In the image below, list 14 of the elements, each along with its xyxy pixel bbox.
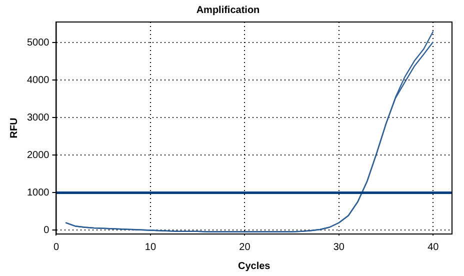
x-axis-title: Cycles — [238, 260, 271, 272]
x-tick-label: 10 — [144, 242, 156, 253]
x-tick-label: 40 — [428, 242, 440, 253]
y-tick-label: 5000 — [26, 37, 50, 48]
y-tick-label: 4000 — [26, 74, 50, 86]
y-axis-title: RFU — [8, 118, 20, 138]
y-tick-label: 2000 — [26, 150, 50, 161]
y-tick-label: 1000 — [26, 187, 50, 198]
x-tick-label: 0 — [53, 242, 60, 253]
x-tick-label: 30 — [333, 242, 345, 253]
chart-title: Amplification — [196, 4, 260, 16]
y-tick-label: 0 — [44, 225, 50, 236]
x-tick-label: 20 — [239, 242, 251, 253]
y-tick-label: 3000 — [26, 112, 50, 124]
